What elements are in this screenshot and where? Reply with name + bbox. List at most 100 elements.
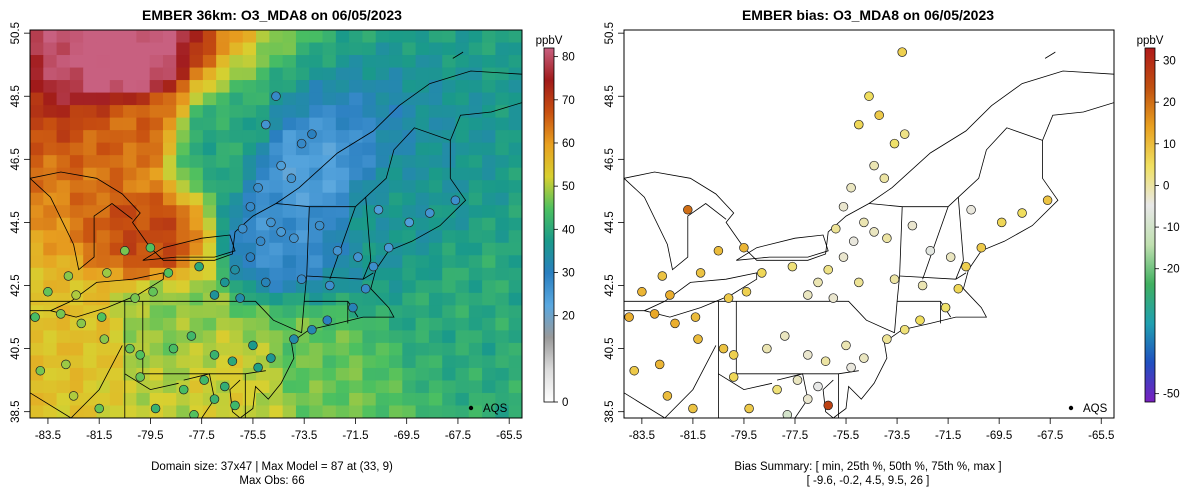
heatmap-cell (455, 167, 470, 181)
x-tick-label: -71.5 (342, 430, 368, 442)
heatmap-cell (468, 367, 483, 382)
map-outline (124, 373, 179, 391)
heatmap-cell (256, 267, 270, 281)
x-tick-label: -79.5 (731, 430, 757, 442)
heatmap-cell (362, 292, 377, 306)
heatmap-cell (256, 30, 270, 44)
y-tick-label: 38.5 (604, 400, 616, 422)
heatmap-cell (322, 205, 337, 219)
heatmap-cell (43, 130, 58, 144)
heatmap-cell (362, 42, 377, 56)
heatmap-cell (162, 205, 177, 219)
heatmap-cell (109, 92, 124, 106)
heatmap-cell (402, 267, 417, 281)
heatmap-cell (455, 30, 470, 44)
heatmap-cell (109, 42, 124, 56)
aqs-site-marker (245, 201, 256, 212)
map-outline (718, 373, 773, 391)
heatmap-cell (375, 130, 390, 144)
heatmap-cell (322, 117, 337, 131)
aqs-site-marker (35, 365, 46, 376)
heatmap-cell (282, 142, 297, 156)
heatmap-cell (109, 142, 124, 156)
aqs-site-marker (425, 208, 435, 218)
heatmap-cell (482, 255, 497, 269)
aqs-site-marker (230, 400, 240, 411)
heatmap-cell (468, 192, 483, 206)
heatmap-cell (455, 130, 470, 144)
heatmap-cell (229, 367, 244, 382)
x-tick-label: -69.5 (394, 430, 420, 442)
heatmap-cell (30, 105, 44, 119)
bias-site-marker (838, 252, 849, 262)
heatmap-cell (189, 380, 204, 394)
heatmap-cell (43, 67, 58, 81)
heatmap-cell (83, 392, 98, 407)
aqs-site-marker (150, 403, 161, 414)
heatmap-cell (295, 330, 310, 344)
heatmap-cell (455, 280, 470, 294)
heatmap-cell (415, 317, 430, 331)
heatmap-cell (149, 117, 164, 131)
colorbar-tick-label: 70 (562, 95, 575, 107)
heatmap-cell (109, 317, 124, 331)
aqs-site-marker (194, 261, 204, 272)
aqs-site-marker (307, 129, 317, 139)
heatmap-cell (349, 155, 364, 169)
map-outline (329, 206, 356, 280)
heatmap-cell (136, 217, 151, 231)
aqs-site-marker (71, 290, 81, 300)
heatmap-cell (229, 230, 244, 244)
heatmap-cell (362, 355, 377, 369)
heatmap-cell (189, 342, 204, 357)
heatmap-cell (109, 367, 124, 382)
heatmap-cell (109, 117, 124, 131)
right-plot-background (624, 30, 1114, 418)
heatmap-cell (495, 205, 510, 219)
heatmap-cell (123, 105, 137, 119)
heatmap-cell (362, 342, 377, 357)
heatmap-cell (482, 205, 497, 219)
heatmap-cell (415, 305, 430, 319)
right-plot-frame (623, 29, 1115, 419)
heatmap-cell (176, 142, 191, 156)
heatmap-cell (402, 242, 417, 256)
heatmap-cell (136, 392, 151, 407)
heatmap-cell (468, 180, 483, 194)
heatmap-cell (442, 155, 457, 169)
heatmap-cell (415, 392, 430, 407)
heatmap-cell (43, 205, 58, 219)
x-tick-label: -67.5 (445, 430, 471, 442)
heatmap-cell (375, 317, 390, 331)
heatmap-cell (508, 92, 522, 106)
heatmap-cell (495, 167, 510, 181)
heatmap-cell (349, 217, 364, 231)
heatmap-cell (242, 130, 257, 144)
heatmap-cell (309, 80, 324, 94)
bias-site-marker (823, 264, 833, 275)
heatmap-cell (282, 105, 297, 119)
heatmap-cell (149, 30, 164, 44)
heatmap-cell (242, 355, 257, 369)
right-caption-line2: [ -9.6, -0.2, 4.5, 9.5, 26 ] (807, 475, 930, 487)
map-outline (1044, 51, 1056, 59)
heatmap-cell (136, 105, 151, 119)
aqs-site-marker (450, 195, 461, 206)
heatmap-cell (162, 142, 177, 156)
heatmap-cell (482, 230, 497, 244)
aqs-site-marker (296, 138, 307, 149)
heatmap-cell (389, 217, 403, 231)
heatmap-cell (176, 92, 191, 106)
x-tick-label: -77.5 (782, 430, 808, 442)
heatmap-cell (216, 305, 231, 319)
heatmap-cell (415, 255, 430, 269)
heatmap-cell (335, 42, 350, 56)
heatmap-cell (96, 355, 111, 369)
heatmap-cell (56, 330, 71, 344)
heatmap-cell (335, 105, 350, 119)
heatmap-cell (322, 67, 337, 81)
heatmap-cell (136, 380, 151, 394)
heatmap-cell (362, 192, 377, 206)
heatmap-cell (495, 392, 510, 407)
heatmap-cell (56, 342, 71, 357)
